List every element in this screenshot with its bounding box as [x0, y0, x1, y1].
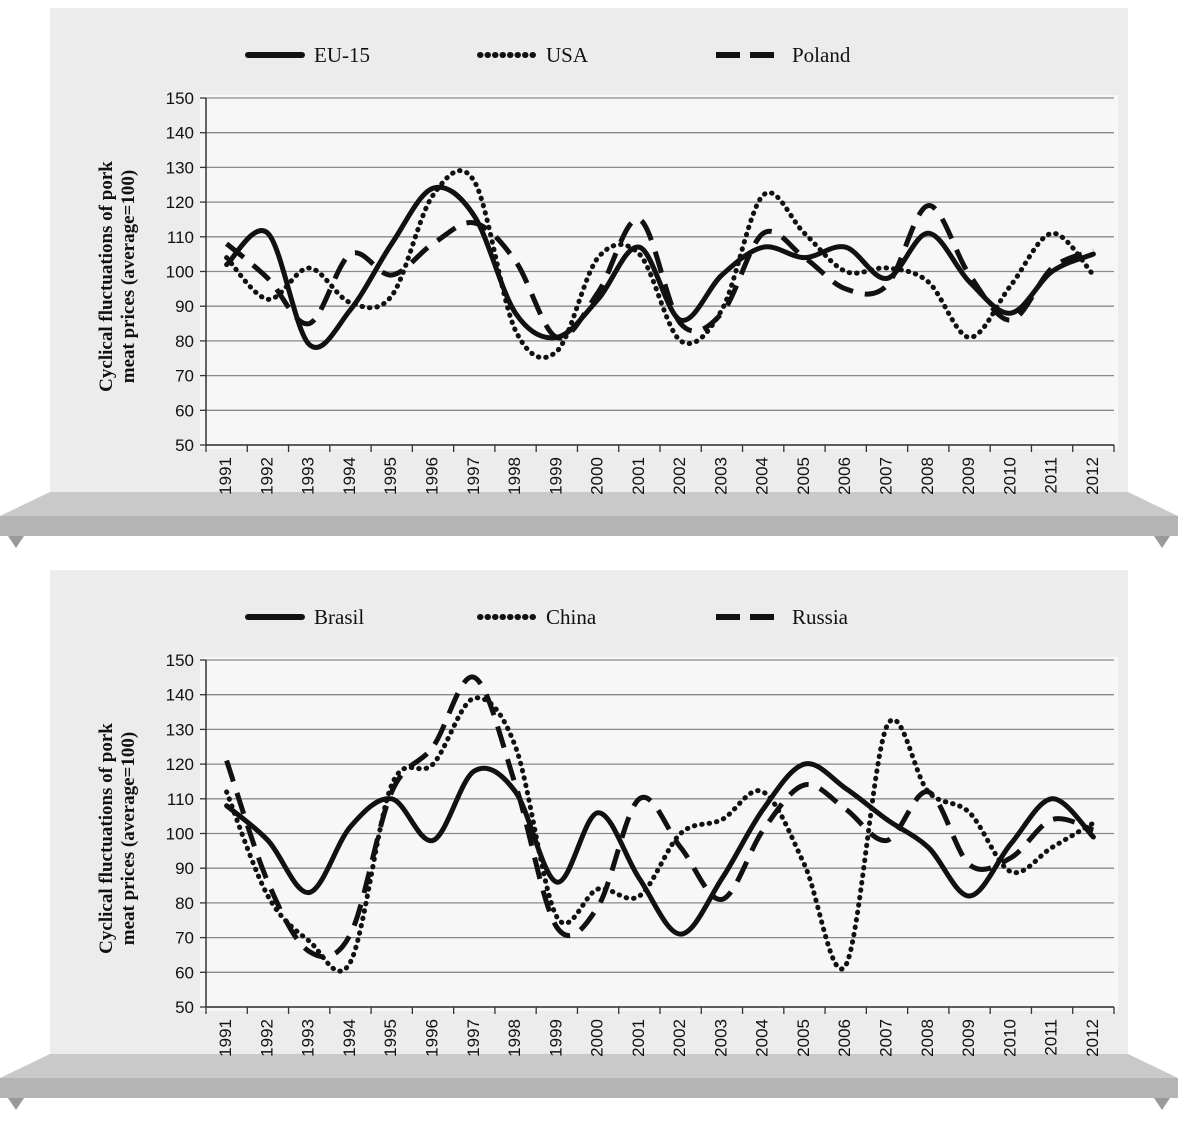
panel-shelf-front-bottom — [0, 1078, 1178, 1098]
x-tick-label-1993: 1993 — [299, 1019, 318, 1057]
x-tick-label-1999: 1999 — [546, 1019, 565, 1057]
y-axis-label-line-2: meat prices (average=100) — [118, 170, 139, 383]
x-tick-label-2002: 2002 — [670, 1019, 689, 1057]
y-tick-label-90: 90 — [175, 859, 194, 878]
y-tick-label-150: 150 — [166, 651, 194, 670]
x-tick-label-2011: 2011 — [1042, 457, 1061, 494]
y-tick-label-120: 120 — [166, 193, 194, 212]
y-tick-label-150: 150 — [166, 89, 194, 108]
x-tick-label-2011: 2011 — [1042, 1019, 1061, 1056]
x-tick-label-2008: 2008 — [918, 457, 937, 495]
x-tick-label-1999: 1999 — [546, 457, 565, 495]
x-tick-label-1998: 1998 — [505, 1019, 524, 1057]
x-tick-label-1997: 1997 — [464, 457, 483, 495]
y-tick-label-100: 100 — [166, 263, 194, 282]
x-tick-label-1991: 1991 — [216, 457, 235, 495]
x-tick-label-2009: 2009 — [959, 457, 978, 495]
y-axis-label-line-1: Cyclical fluctuations of pork — [96, 161, 117, 392]
x-tick-label-2010: 2010 — [1000, 1019, 1019, 1057]
y-tick-label-60: 60 — [175, 963, 194, 982]
y-tick-label-110: 110 — [167, 228, 194, 247]
y-tick-label-100: 100 — [166, 825, 194, 844]
chart-bottom: 50 60 70 80 90 100 110 120 130 140 150 1991 1992 1993… — [0, 570, 1178, 1110]
x-tick-label-1996: 1996 — [422, 457, 441, 495]
x-tick-label-2009: 2009 — [959, 1019, 978, 1057]
y-tick-label-80: 80 — [175, 332, 194, 351]
legend-label-eu-15: EU-15 — [314, 43, 370, 67]
series-line-brasil — [224, 761, 1096, 937]
x-tick-label-2003: 2003 — [711, 457, 730, 495]
series-line-usa — [224, 168, 1096, 361]
x-tick-label-2006: 2006 — [835, 1019, 854, 1057]
y-axis-label-line-2: meat prices (average=100) — [118, 732, 139, 945]
x-tick-label-1995: 1995 — [381, 1019, 400, 1057]
x-tick-label-1994: 1994 — [340, 1019, 359, 1057]
x-tick-label-2008: 2008 — [918, 1019, 937, 1057]
x-tick-label-2003: 2003 — [711, 1019, 730, 1057]
chart-top: 50 60 70 80 90 100 110 120 130 140 150 1991 1992 1993… — [0, 8, 1178, 548]
panel-shelf-front-top — [0, 516, 1178, 536]
x-tick-label-2000: 2000 — [588, 1019, 607, 1057]
series-line-russia — [224, 674, 1095, 960]
x-tick-label-2004: 2004 — [753, 1019, 772, 1057]
y-tick-label-70: 70 — [175, 367, 194, 386]
x-tick-label-1998: 1998 — [505, 457, 524, 495]
y-tick-label-120: 120 — [166, 755, 194, 774]
x-tick-label-2007: 2007 — [876, 1019, 895, 1057]
x-tick-label-2007: 2007 — [876, 457, 895, 495]
y-tick-label-130: 130 — [166, 158, 194, 177]
legend-label-usa: USA — [546, 43, 589, 67]
y-tick-label-80: 80 — [175, 894, 194, 913]
x-tick-label-1997: 1997 — [464, 1019, 483, 1057]
panel-shelf-top-bottom — [0, 1054, 1178, 1078]
y-tick-label-60: 60 — [175, 401, 194, 420]
y-tick-label-50: 50 — [175, 436, 194, 455]
x-tick-label-1996: 1996 — [422, 1019, 441, 1057]
panel-foot-left-bottom — [8, 1098, 24, 1110]
y-axis-label-line-1: Cyclical fluctuations of pork — [96, 723, 117, 954]
chart-panel-top: 50 60 70 80 90 100 110 120 130 140 150 1991 1992 1993… — [0, 0, 1178, 560]
x-tick-label-2005: 2005 — [794, 457, 813, 495]
y-tick-label-50: 50 — [175, 998, 194, 1017]
x-tick-label-2001: 2001 — [629, 457, 648, 495]
panel-shelf-top-top — [0, 492, 1178, 516]
x-tick-label-2012: 2012 — [1083, 457, 1102, 495]
panel-foot-right-top — [1154, 536, 1170, 548]
y-tick-label-90: 90 — [175, 297, 194, 316]
x-tick-label-2004: 2004 — [753, 457, 772, 495]
legend-label-china: China — [546, 605, 597, 629]
x-tick-label-1992: 1992 — [257, 1019, 276, 1057]
x-tick-label-1995: 1995 — [381, 457, 400, 495]
x-tick-label-1994: 1994 — [340, 457, 359, 495]
x-tick-label-2000: 2000 — [588, 457, 607, 495]
y-tick-label-130: 130 — [166, 720, 194, 739]
x-tick-label-2001: 2001 — [629, 1019, 648, 1057]
chart-panel-bottom: 50 60 70 80 90 100 110 120 130 140 150 1991 1992 1993… — [0, 562, 1178, 1122]
y-tick-label-140: 140 — [166, 124, 194, 143]
y-tick-label-140: 140 — [166, 686, 194, 705]
panel-foot-left-top — [8, 536, 24, 548]
legend-label-russia: Russia — [792, 605, 849, 629]
y-tick-label-70: 70 — [175, 929, 194, 948]
x-tick-label-2005: 2005 — [794, 1019, 813, 1057]
x-tick-label-2012: 2012 — [1083, 1019, 1102, 1057]
y-tick-label-110: 110 — [167, 790, 194, 809]
x-tick-label-2002: 2002 — [670, 457, 689, 495]
panel-foot-right-bottom — [1154, 1098, 1170, 1110]
x-tick-label-2006: 2006 — [835, 457, 854, 495]
x-tick-label-1993: 1993 — [299, 457, 318, 495]
x-tick-label-2010: 2010 — [1000, 457, 1019, 495]
series-line-poland — [224, 203, 1095, 341]
legend-label-poland: Poland — [792, 43, 851, 67]
x-tick-label-1992: 1992 — [257, 457, 276, 495]
x-tick-label-1991: 1991 — [216, 1019, 235, 1057]
legend-label-brasil: Brasil — [314, 605, 364, 629]
